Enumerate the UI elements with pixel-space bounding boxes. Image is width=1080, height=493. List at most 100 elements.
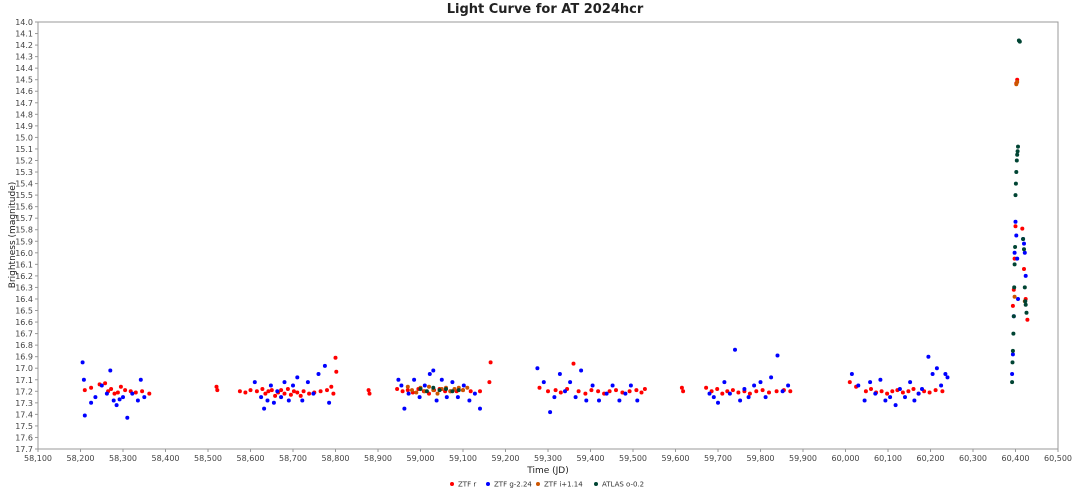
data-point xyxy=(553,388,558,393)
data-point xyxy=(903,395,907,400)
x-tick-label: 59,100 xyxy=(449,454,477,463)
data-point xyxy=(736,390,741,395)
data-point xyxy=(214,384,219,389)
data-point xyxy=(780,389,785,394)
data-point xyxy=(1015,152,1020,157)
data-point xyxy=(1015,80,1020,84)
data-point xyxy=(873,391,878,396)
data-point xyxy=(900,390,905,395)
data-point xyxy=(583,391,588,396)
data-point xyxy=(1013,219,1018,224)
data-point xyxy=(879,389,884,394)
y-axis-label: Brightness (magnitude) xyxy=(8,182,18,289)
y-tick-label: 16.5 xyxy=(15,307,33,316)
x-tick-label: 59,900 xyxy=(789,454,817,463)
data-point xyxy=(237,389,242,394)
y-tick-label: 14.0 xyxy=(15,18,33,27)
data-point xyxy=(455,395,460,400)
data-point xyxy=(1010,360,1015,365)
y-tick-label: 16.2 xyxy=(15,272,33,281)
data-point xyxy=(318,389,323,394)
y-tick-label: 16.4 xyxy=(15,295,33,304)
data-point xyxy=(406,391,411,396)
x-tick-label: 59,300 xyxy=(534,454,562,463)
data-point xyxy=(121,395,125,400)
x-tick-label: 59,800 xyxy=(747,454,775,463)
data-point xyxy=(427,384,431,389)
data-point xyxy=(1022,267,1026,271)
y-tick-label: 14.3 xyxy=(15,53,33,62)
data-point xyxy=(437,388,442,393)
data-point xyxy=(722,380,727,385)
series-0 xyxy=(82,77,1030,398)
data-point xyxy=(934,366,939,371)
data-point xyxy=(628,383,633,388)
data-point xyxy=(711,395,716,400)
data-point xyxy=(269,388,274,393)
data-point xyxy=(322,363,327,368)
x-tick-label: 58,800 xyxy=(322,454,350,463)
data-point xyxy=(402,406,407,411)
x-axis: 58,100 58,200 58,300 58,400 58,500 58,600 58,7… xyxy=(24,449,1072,463)
data-point xyxy=(940,389,945,394)
data-point xyxy=(1013,193,1018,198)
data-point xyxy=(1014,170,1019,174)
y-tick-label: 16.3 xyxy=(15,283,33,292)
data-point xyxy=(681,389,686,394)
data-point xyxy=(707,391,712,396)
data-point xyxy=(1010,348,1015,353)
data-point xyxy=(142,395,147,400)
data-point xyxy=(298,393,303,398)
data-point xyxy=(333,355,338,360)
data-point xyxy=(1013,181,1018,186)
legend-label: ZTF i+1.14 xyxy=(544,481,583,489)
x-tick-label: 59,200 xyxy=(492,454,520,463)
data-point xyxy=(282,380,287,385)
data-point xyxy=(862,398,867,403)
data-point xyxy=(885,391,890,396)
data-point xyxy=(856,383,861,388)
data-point xyxy=(893,403,898,408)
data-point xyxy=(325,388,329,393)
data-point xyxy=(558,390,563,395)
x-tick-label: 60,100 xyxy=(874,454,902,463)
legend-item: ZTF i+1.14 xyxy=(536,481,583,489)
data-point xyxy=(1017,39,1022,44)
data-point xyxy=(933,388,938,393)
data-point xyxy=(243,390,248,395)
y-tick-label: 16.7 xyxy=(15,330,33,339)
x-tick-label: 58,100 xyxy=(24,454,52,463)
y-tick-label: 16.6 xyxy=(15,318,33,327)
data-point xyxy=(399,383,404,388)
legend-label: ZTF g-2.24 xyxy=(494,481,532,489)
data-point xyxy=(730,388,735,393)
data-point xyxy=(427,372,432,376)
data-point xyxy=(763,395,768,400)
data-point xyxy=(888,395,893,400)
data-point xyxy=(311,391,316,396)
chart-title: Light Curve for AT 2024hcr xyxy=(447,2,644,17)
data-point xyxy=(1022,241,1026,246)
x-tick-label: 60,300 xyxy=(959,454,987,463)
legend: ZTF r ZTF g-2.24 ZTF i+1.14 ATLAS o-0.2 xyxy=(450,481,644,489)
data-point xyxy=(367,391,372,396)
data-point xyxy=(89,385,94,390)
data-point xyxy=(130,391,135,396)
data-point xyxy=(295,390,300,395)
data-point xyxy=(927,390,932,395)
data-point xyxy=(82,413,87,418)
data-point xyxy=(1022,250,1027,255)
y-tick-label: 14.4 xyxy=(15,64,33,73)
data-point xyxy=(1010,352,1015,357)
data-point xyxy=(930,372,935,376)
data-point xyxy=(571,361,576,366)
data-point xyxy=(596,389,601,394)
y-tick-label: 15.8 xyxy=(15,226,33,235)
data-point xyxy=(868,380,873,385)
data-point xyxy=(305,380,310,385)
legend-marker xyxy=(594,482,598,486)
data-point xyxy=(548,410,553,415)
data-point xyxy=(266,389,271,394)
data-point xyxy=(920,387,924,391)
x-tick-label: 58,400 xyxy=(152,454,180,463)
